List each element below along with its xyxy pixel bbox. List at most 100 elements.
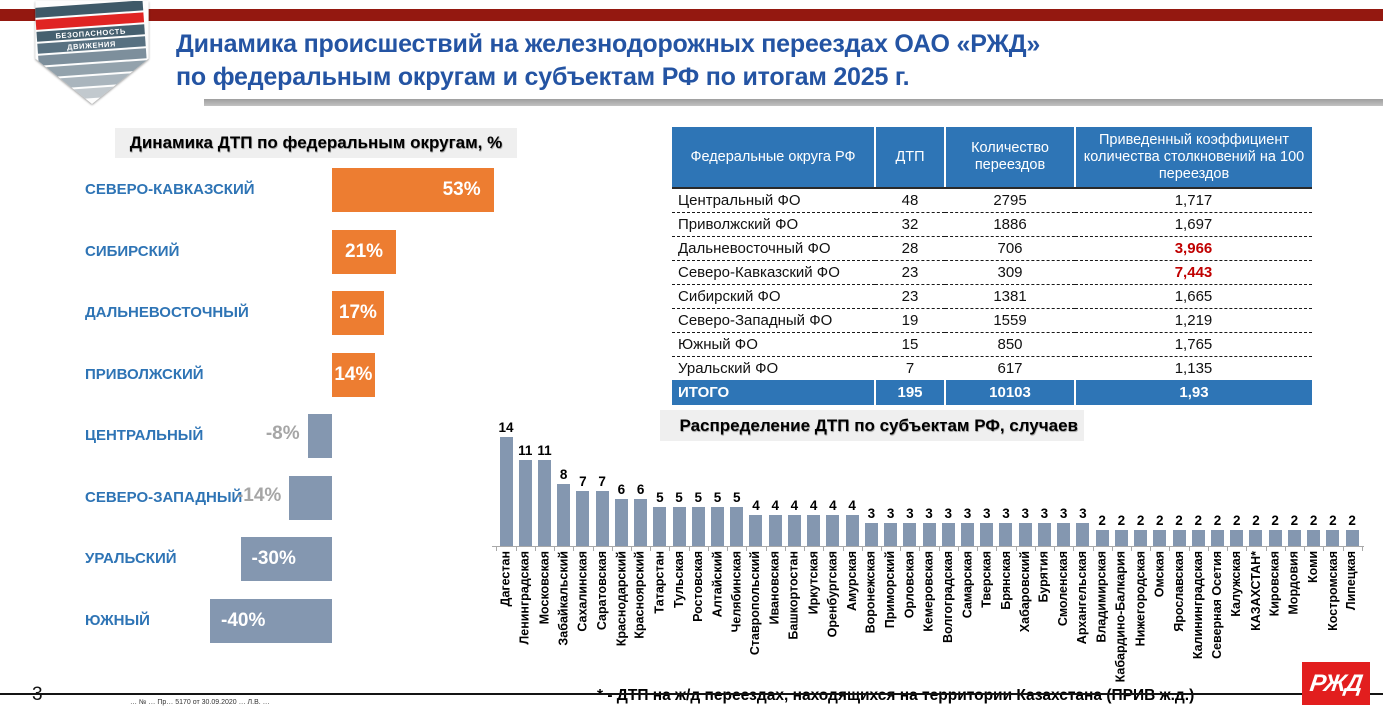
bar-value-label: 3 [886, 505, 895, 521]
bar-segment [1114, 530, 1128, 546]
bar-value-label: 5 [713, 490, 722, 505]
category-label: Саратовская [594, 551, 609, 631]
axis-tick [1323, 546, 1325, 551]
axis-tick [746, 546, 748, 551]
bar-segment [557, 483, 571, 546]
bar-segment [653, 507, 667, 546]
footer-rule [0, 693, 1383, 695]
bar-segment [1037, 522, 1051, 546]
shield-icon: БЕЗОПАСНОСТЬ ДВИЖЕНИЯ [35, 1, 149, 104]
bar-value-label: -14% [236, 484, 282, 506]
category-label: Мордовия [1286, 551, 1301, 615]
bar-segment [1153, 530, 1167, 546]
bar-segment [961, 522, 975, 546]
category-label: Северная Осетия [1210, 551, 1225, 659]
category-label: Кемеровская [921, 551, 936, 632]
axis-tick [554, 546, 556, 551]
axis-tick [1150, 546, 1152, 551]
bar-value-label: 3 [1059, 505, 1068, 521]
bar-value-label: 2 [1136, 513, 1145, 529]
axis-tick [1342, 546, 1344, 551]
bar-value-label: 5 [675, 490, 683, 505]
axis-tick [938, 546, 940, 551]
bar-segment [730, 507, 744, 546]
kazakhstan-footnote: * - ДТП на ж/д переездах, находящихся на… [597, 687, 1195, 704]
axis-tick [784, 546, 786, 551]
bar-value-label: 21% [345, 240, 384, 262]
bar-value-label: 5 [732, 490, 741, 505]
axis-tick [496, 546, 498, 551]
axis-tick [630, 546, 632, 551]
table-row: Приволжский ФО 32 1886 1,697 [672, 212, 1312, 237]
bar-value-label: 3 [1040, 505, 1049, 521]
category-label: Воронежская [863, 551, 878, 634]
federal-districts-table: Федеральные округа РФ ДТП Количество пер… [672, 127, 1312, 405]
category-label: Костромская [1325, 551, 1340, 631]
bar-segment [1345, 530, 1359, 546]
bar-segment [1095, 530, 1109, 546]
regions-chart-title: Распределение ДТП по субъектам РФ, случа… [660, 410, 1084, 441]
category-label: Ярославская [1171, 551, 1186, 632]
bar-segment [864, 522, 878, 546]
bar-value-label: -8% [265, 423, 300, 444]
category-label: Кабардино-Балкария [1113, 551, 1128, 683]
bar-segment [576, 491, 590, 546]
top-red-band [0, 9, 1383, 21]
bar-segment [672, 507, 686, 546]
category-label: Омская [1152, 551, 1167, 598]
category-label: Приморский [883, 551, 898, 629]
axis-tick [707, 546, 709, 551]
bar-value-label: -30% [251, 548, 296, 569]
bar-segment [884, 522, 898, 546]
category-label: ПРИВОЛЖСКИЙ [85, 365, 204, 383]
bar-value-label: 2 [1117, 513, 1126, 529]
category-label: Смоленская [1056, 551, 1071, 627]
bar-segment [826, 514, 840, 546]
axis-tick [1073, 546, 1075, 551]
title-divider [204, 99, 1383, 106]
category-label: ЮЖНЫЙ [85, 611, 150, 629]
axis-tick [1227, 546, 1229, 551]
axis-tick [823, 546, 825, 551]
table-row: Южный ФО 15 850 1,765 [672, 332, 1312, 357]
bar-segment: 21% [332, 229, 397, 274]
category-label: Калужская [1229, 551, 1244, 617]
table-row: Центральный ФО 48 2795 1,717 [672, 188, 1312, 213]
bar-segment [1018, 522, 1032, 546]
category-label: Тульская [671, 551, 686, 609]
category-label: Татарстан [652, 551, 667, 614]
bar-segment [1191, 530, 1205, 546]
bar-value-label: 2 [1175, 513, 1183, 529]
category-label: Кировская [1267, 551, 1282, 617]
category-label: Владимирская [1094, 551, 1109, 643]
axis-tick [765, 546, 767, 551]
bar-segment [537, 460, 551, 546]
axis-tick [688, 546, 690, 551]
category-label: Амурская [844, 551, 859, 611]
header-dtp: ДТП [874, 127, 945, 189]
bar-value-label: 2 [1348, 513, 1356, 529]
bar-segment [845, 514, 859, 546]
category-label: Дагестан [498, 551, 513, 607]
table-total-row: ИТОГО 195 10103 1,93 [672, 380, 1312, 405]
bar-segment [634, 499, 648, 546]
rzd-logo: РЖД [1302, 662, 1370, 705]
bar-value-label: 4 [771, 497, 779, 513]
x-axis [492, 546, 1364, 547]
axis-tick [669, 546, 671, 551]
bar-value-label: 2 [1156, 513, 1164, 529]
bar-value-label: 14% [334, 363, 373, 385]
bar-value-label: 2 [1290, 513, 1299, 529]
bar-segment [595, 491, 609, 546]
bar-value-label: -40% [221, 609, 266, 631]
bar-value-label: 2 [1252, 513, 1260, 529]
bar-segment [1057, 522, 1071, 546]
slide-title-line1: Динамика происшествий на железнодорожных… [176, 30, 1041, 58]
bar-segment [1326, 530, 1340, 546]
axis-tick [842, 546, 844, 551]
axis-tick [650, 546, 652, 551]
axis-tick [1054, 546, 1056, 551]
header-crossings: Количество переездов [944, 127, 1075, 189]
bar-value-label: 3 [944, 505, 953, 521]
